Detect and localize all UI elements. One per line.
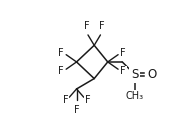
Text: F: F: [74, 104, 79, 115]
Text: F: F: [58, 66, 64, 76]
Text: F: F: [120, 66, 126, 76]
Text: S: S: [131, 68, 138, 81]
Text: CH₃: CH₃: [126, 91, 144, 101]
Text: F: F: [58, 48, 64, 58]
Text: F: F: [120, 48, 126, 58]
Text: F: F: [99, 21, 104, 31]
Text: F: F: [84, 21, 90, 31]
Text: F: F: [85, 95, 91, 105]
Text: F: F: [63, 95, 68, 105]
Text: O: O: [148, 68, 157, 81]
